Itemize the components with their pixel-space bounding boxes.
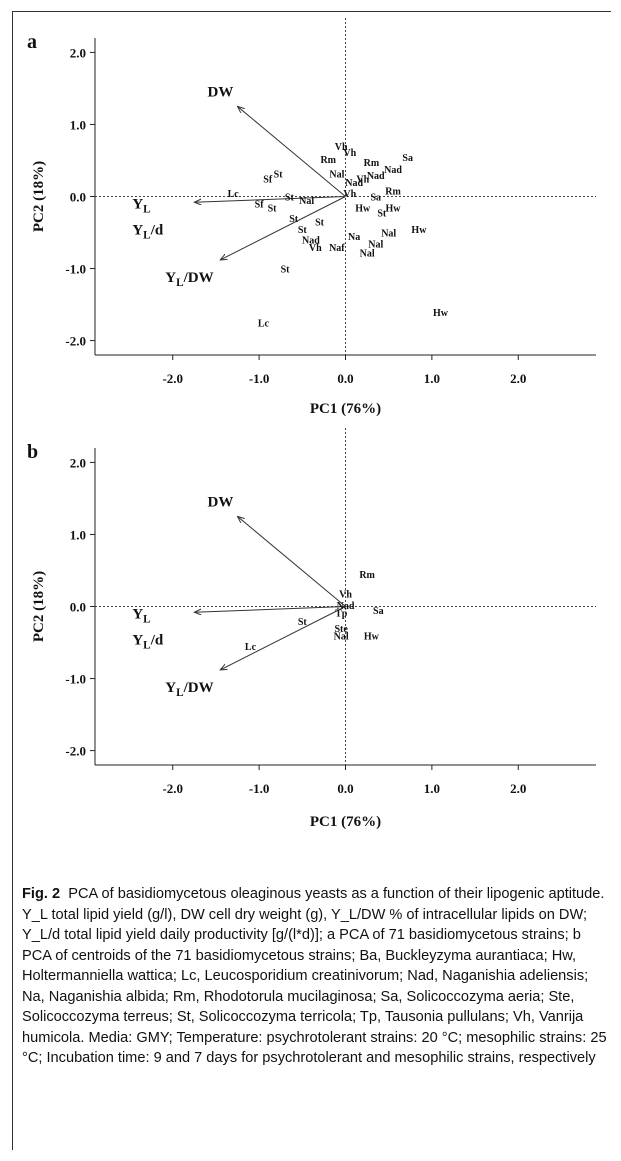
panel-a-x-tick-label: 0.0 <box>337 371 353 386</box>
panel-b-x-tick-label: 1.0 <box>424 781 440 796</box>
panel-a-point-label: Lc <box>228 189 240 200</box>
panel-b-x-tick-label: 2.0 <box>510 781 526 796</box>
panel-b-point-label: Nad <box>337 601 355 612</box>
panel-a-x-tick-label: 2.0 <box>510 371 526 386</box>
panel-a-point-label: Nad <box>302 236 320 247</box>
panel-a-loading-vector <box>238 106 346 197</box>
panel-b-vector-label: DW <box>208 494 234 510</box>
panel-b-x-tick-label: -2.0 <box>162 781 183 796</box>
panel-a-x-axis-label: PC1 (76%) <box>310 401 381 417</box>
panel-a-point-label: Nal <box>360 249 375 260</box>
figure-caption: Fig. 2 PCA of basidiomycetous oleaginous… <box>22 884 612 1069</box>
panel-b-point-label: Nal <box>334 631 349 642</box>
panel-b-point-label: Vh <box>339 590 352 601</box>
panel-b-loading-vector <box>194 606 346 613</box>
panel-a-point-label: Rm <box>364 158 380 169</box>
panel-a-y-axis-label: PC2 (18%) <box>31 161 47 232</box>
panel-b-point-label: Tp <box>335 608 348 619</box>
figure-frame <box>12 11 611 1150</box>
panel-b-point-label: Sa <box>373 606 384 617</box>
panel-a-point-label: Nal <box>368 239 383 250</box>
pca-figure: a 2.0 1.0 0.0 -1.0 -2.0 -2.0 -1.0 0.0 1.0 2.0 PC1 (… <box>27 18 596 830</box>
panel-a-point-label: Nad <box>384 165 402 176</box>
panel-a-vector-label: DW <box>208 84 234 100</box>
panel-b-point-label: Rm <box>359 570 375 581</box>
panel-a-point-label: Nal <box>329 169 344 180</box>
panel-a-x-tick-label: -2.0 <box>162 371 183 386</box>
panel-a-point-label: Nad <box>367 171 385 182</box>
panel-a-loading-vector <box>194 196 346 203</box>
panel-a-point-label: Rm <box>320 155 336 166</box>
panel-a-point-label: Sf <box>263 174 273 185</box>
panel-a-point-label: Naf <box>329 243 345 254</box>
panel-b-point-label: Lc <box>245 642 257 653</box>
panel-b-loading-vector <box>238 516 346 607</box>
panel-b-y-tick-label: -1.0 <box>65 672 86 687</box>
panel-b-panel-letter: b <box>27 441 38 463</box>
panel-a-point-label: Vh <box>343 189 356 200</box>
panel-a-point-label: Na <box>348 232 360 243</box>
panel-a-vector-label: YL/d <box>132 222 164 241</box>
panel-a-point-label: St <box>298 225 308 236</box>
panel-b-point-label: Hw <box>364 631 380 642</box>
panel-b-x-tick-label: -1.0 <box>249 781 270 796</box>
panel-a-x-tick-label: -1.0 <box>249 371 270 386</box>
panel-a-vector-label: YL/DW <box>165 270 213 289</box>
panel-a-point-label: St <box>377 208 387 219</box>
caption-fig-label: Fig. 2 <box>22 886 61 902</box>
panel-b-vector-label: YL/DW <box>165 680 213 699</box>
panel-b-vector-label: YL/d <box>132 632 164 651</box>
caption-text: PCA of basidiomycetous oleaginous yeasts… <box>22 886 607 1066</box>
panel-a-y-tick-label: -2.0 <box>65 334 86 349</box>
panel-a-loading-vector <box>220 196 346 260</box>
panel-a-y-tick-label: 0.0 <box>70 190 86 205</box>
panel-a-point-label: Vh <box>309 243 322 254</box>
panel-a-point-label: Hw <box>355 203 371 214</box>
panel-a-point-label: St <box>268 203 278 214</box>
panel-b-y-tick-label: 0.0 <box>70 600 86 615</box>
panel-a-vector-label: YL <box>132 196 151 215</box>
panel-b-y-tick-label: 2.0 <box>70 455 86 470</box>
panel-a-point-label: Lc <box>258 319 270 330</box>
panel-a-y-tick-label: -1.0 <box>65 262 86 277</box>
panel-a-point-label: St <box>281 265 291 276</box>
panel-a-point-label: St <box>315 218 325 229</box>
panel-a-x-tick-label: 1.0 <box>424 371 440 386</box>
panel-a-point-label: Nad <box>345 178 363 189</box>
panel-b-point-label: Ste <box>335 624 349 635</box>
panel-a-point-label: Hw <box>411 225 427 236</box>
panel-a-point-label: Vh <box>335 142 348 153</box>
panel-a-y-tick-label: 1.0 <box>70 117 86 132</box>
panel-a-point-label: St <box>285 193 295 204</box>
panel-b-loading-vector <box>220 606 346 670</box>
panel-b-vector-label: YL <box>132 606 151 625</box>
panel-b-x-axis-label: PC1 (76%) <box>310 814 381 830</box>
panel-b-y-tick-label: 1.0 <box>70 527 86 542</box>
panel-a-point-label: Hw <box>433 308 449 319</box>
panel-a-point-label: Vh <box>343 148 356 159</box>
panel-a-point-label: Sa <box>370 193 381 204</box>
panel-a-point-label: Rm <box>385 187 401 198</box>
panel-a-panel-letter: a <box>27 31 37 53</box>
panel-a-point-label: Sa <box>402 153 413 164</box>
panel-b-point-label: St <box>298 617 308 628</box>
panel-a-point-label: Hw <box>386 203 402 214</box>
panel-a-y-tick-label: 2.0 <box>70 45 86 60</box>
panel-a-point-label: Nal <box>381 229 396 240</box>
panel-b-x-tick-label: 0.0 <box>337 781 353 796</box>
panel-a-point-label: St <box>289 214 299 225</box>
panel-a-point-label: Vh <box>356 174 369 185</box>
panel-a-point-label: St <box>274 169 284 180</box>
panel-a-point-label: Sf <box>255 200 265 211</box>
panel-a-point-label: Nal <box>299 196 314 207</box>
panel-b-y-axis-label: PC2 (18%) <box>31 571 47 642</box>
panel-b-y-tick-label: -2.0 <box>65 744 86 759</box>
